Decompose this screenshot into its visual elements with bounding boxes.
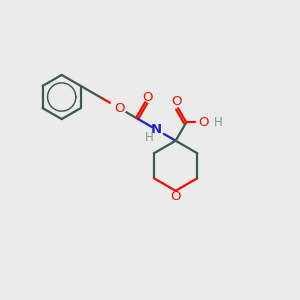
Text: O: O: [170, 190, 181, 202]
Text: O: O: [171, 95, 182, 108]
Text: N: N: [151, 123, 162, 136]
Text: H: H: [145, 131, 154, 144]
Text: H: H: [213, 116, 222, 129]
Text: O: O: [114, 101, 124, 115]
Text: O: O: [142, 91, 152, 104]
Text: O: O: [199, 116, 209, 129]
